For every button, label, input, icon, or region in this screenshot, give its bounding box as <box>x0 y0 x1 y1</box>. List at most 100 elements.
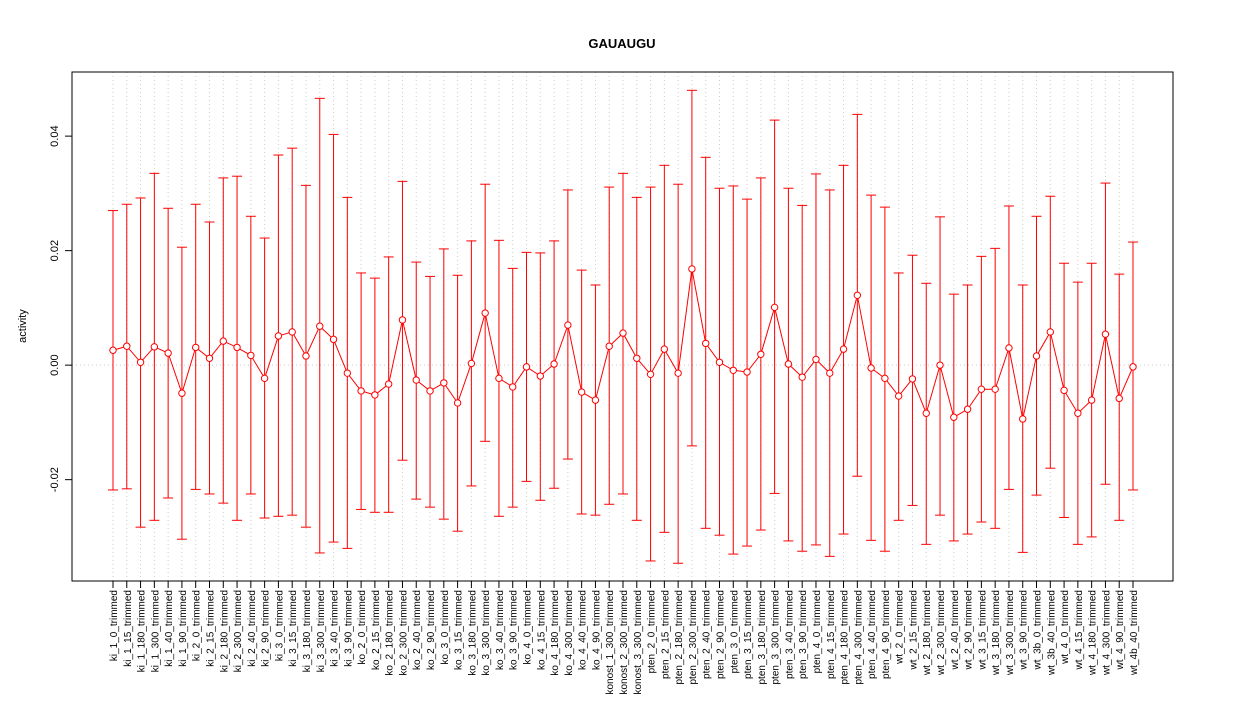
point <box>812 355 820 364</box>
point <box>591 396 600 404</box>
point <box>784 360 793 368</box>
x-tick-label: ko_2_0_trimmed <box>357 590 368 664</box>
point <box>343 369 352 377</box>
point <box>991 385 999 393</box>
point <box>123 342 131 350</box>
x-tick-label: ko_4_40_trimmed <box>578 590 589 670</box>
point <box>260 374 269 383</box>
x-tick-label: pten_3_15_trimmed <box>743 590 754 679</box>
point <box>715 358 724 366</box>
x-tick-label: ko_3_180_trimmed <box>467 590 478 676</box>
x-tick-label: wt_2_0_trimmed <box>895 590 906 665</box>
point <box>633 354 641 362</box>
point <box>357 387 365 395</box>
x-tick-label: wt_3b_40_trimmed <box>1046 590 1057 676</box>
x-tick-label: pten_4_15_trimmed <box>826 590 837 679</box>
point <box>757 350 765 358</box>
y-tick-label: -0.02 <box>49 467 61 492</box>
point <box>440 379 448 387</box>
x-tick-label: wt_2_40_trimmed <box>950 590 961 670</box>
point <box>853 291 862 299</box>
x-tick-label: wt_4_180_trimmed <box>1088 590 1099 676</box>
x-tick-label: pten_3_0_trimmed <box>729 590 740 673</box>
y-tick-label: 0.00 <box>49 354 61 375</box>
x-tick-label: konost_2_300_trimmed <box>619 590 630 695</box>
x-tick-label: pten_4_180_trimmed <box>840 590 851 685</box>
point <box>826 369 834 377</box>
x-tick-label: ki_3_300_trimmed <box>316 590 327 672</box>
point <box>522 363 531 371</box>
x-tick-label: wt_4_300_trimmed <box>1101 590 1112 676</box>
x-tick-label: ko_2_40_trimmed <box>412 590 423 670</box>
point <box>233 343 241 352</box>
point <box>205 354 214 362</box>
x-tick-label: ko_3_15_trimmed <box>454 590 465 670</box>
point <box>302 352 310 360</box>
point <box>839 345 848 353</box>
point <box>467 359 476 368</box>
x-tick-label: ki_2_15_trimmed <box>205 590 216 667</box>
point <box>192 343 200 352</box>
x-tick-label: ko_3_40_trimmed <box>495 590 506 670</box>
x-tick-label: pten_4_0_trimmed <box>812 590 823 673</box>
x-tick-label: pten_4_90_trimmed <box>881 590 892 679</box>
x-tick-label: pten_4_300_trimmed <box>853 590 864 685</box>
point <box>564 321 572 329</box>
point <box>1019 415 1027 423</box>
point <box>550 360 558 368</box>
point <box>908 375 917 383</box>
point <box>274 332 283 340</box>
point <box>867 364 875 372</box>
point <box>950 413 958 421</box>
point <box>426 387 434 395</box>
x-tick-label: ki_1_300_trimmed <box>150 590 161 672</box>
x-tick-label: wt_4_15_trimmed <box>1074 590 1085 670</box>
plot-frame <box>71 71 1174 582</box>
point <box>922 409 930 417</box>
point <box>646 370 655 379</box>
x-tick-label: pten_4_40_trimmed <box>867 590 878 679</box>
point <box>536 372 544 380</box>
point <box>509 383 517 391</box>
x-tick-label: pten_3_90_trimmed <box>798 590 809 679</box>
x-tick-label: ki_2_90_trimmed <box>261 590 272 667</box>
x-tick-label: wt_2_90_trimmed <box>964 590 975 670</box>
x-tick-label: ko_4_0_trimmed <box>523 590 534 664</box>
x-tick-label: ko_2_300_trimmed <box>398 590 409 676</box>
x-tick-label: ko_3_90_trimmed <box>509 590 520 670</box>
point <box>247 351 255 360</box>
x-tick-label: wt_3_15_trimmed <box>977 590 988 670</box>
x-tick-label: konost_1_300_trimmed <box>605 590 616 695</box>
point <box>936 361 944 369</box>
point <box>881 374 889 383</box>
point <box>894 392 903 400</box>
x-tick-label: ki_3_40_trimmed <box>330 590 341 667</box>
x-tick-label: ki_3_90_trimmed <box>343 590 354 667</box>
x-tick-label: wt_4b_40_trimmed <box>1129 590 1140 676</box>
x-tick-label: ki_2_300_trimmed <box>233 590 244 672</box>
x-tick-label: ki_1_40_trimmed <box>164 590 175 667</box>
x-tick-label: wt_4_90_trimmed <box>1115 590 1126 670</box>
x-tick-label: ki_3_0_trimmed <box>274 590 285 661</box>
x-tick-label: pten_3_180_trimmed <box>757 590 768 685</box>
x-tick-label: ko_4_90_trimmed <box>591 590 602 670</box>
x-tick-label: ki_1_180_trimmed <box>137 590 148 672</box>
x-tick-label: ki_2_180_trimmed <box>219 590 230 672</box>
point <box>1046 328 1054 336</box>
x-tick-label: ki_2_0_trimmed <box>192 590 203 661</box>
point <box>288 328 296 336</box>
x-tick-label: wt_2_180_trimmed <box>922 590 933 676</box>
point <box>605 342 613 350</box>
point <box>316 322 324 330</box>
point <box>1087 396 1096 404</box>
point <box>577 388 586 396</box>
chart-title: GAUAUGU <box>588 36 655 51</box>
x-tick-label: pten_2_15_trimmed <box>660 590 671 679</box>
point <box>1032 352 1041 360</box>
x-tick-label: wt_3b_0_trimmed <box>1033 590 1044 670</box>
point <box>674 369 682 377</box>
x-tick-label: ki_3_180_trimmed <box>302 590 313 672</box>
x-tick-label: ko_3_0_trimmed <box>440 590 451 664</box>
x-tick-label: wt_2_300_trimmed <box>936 590 947 676</box>
